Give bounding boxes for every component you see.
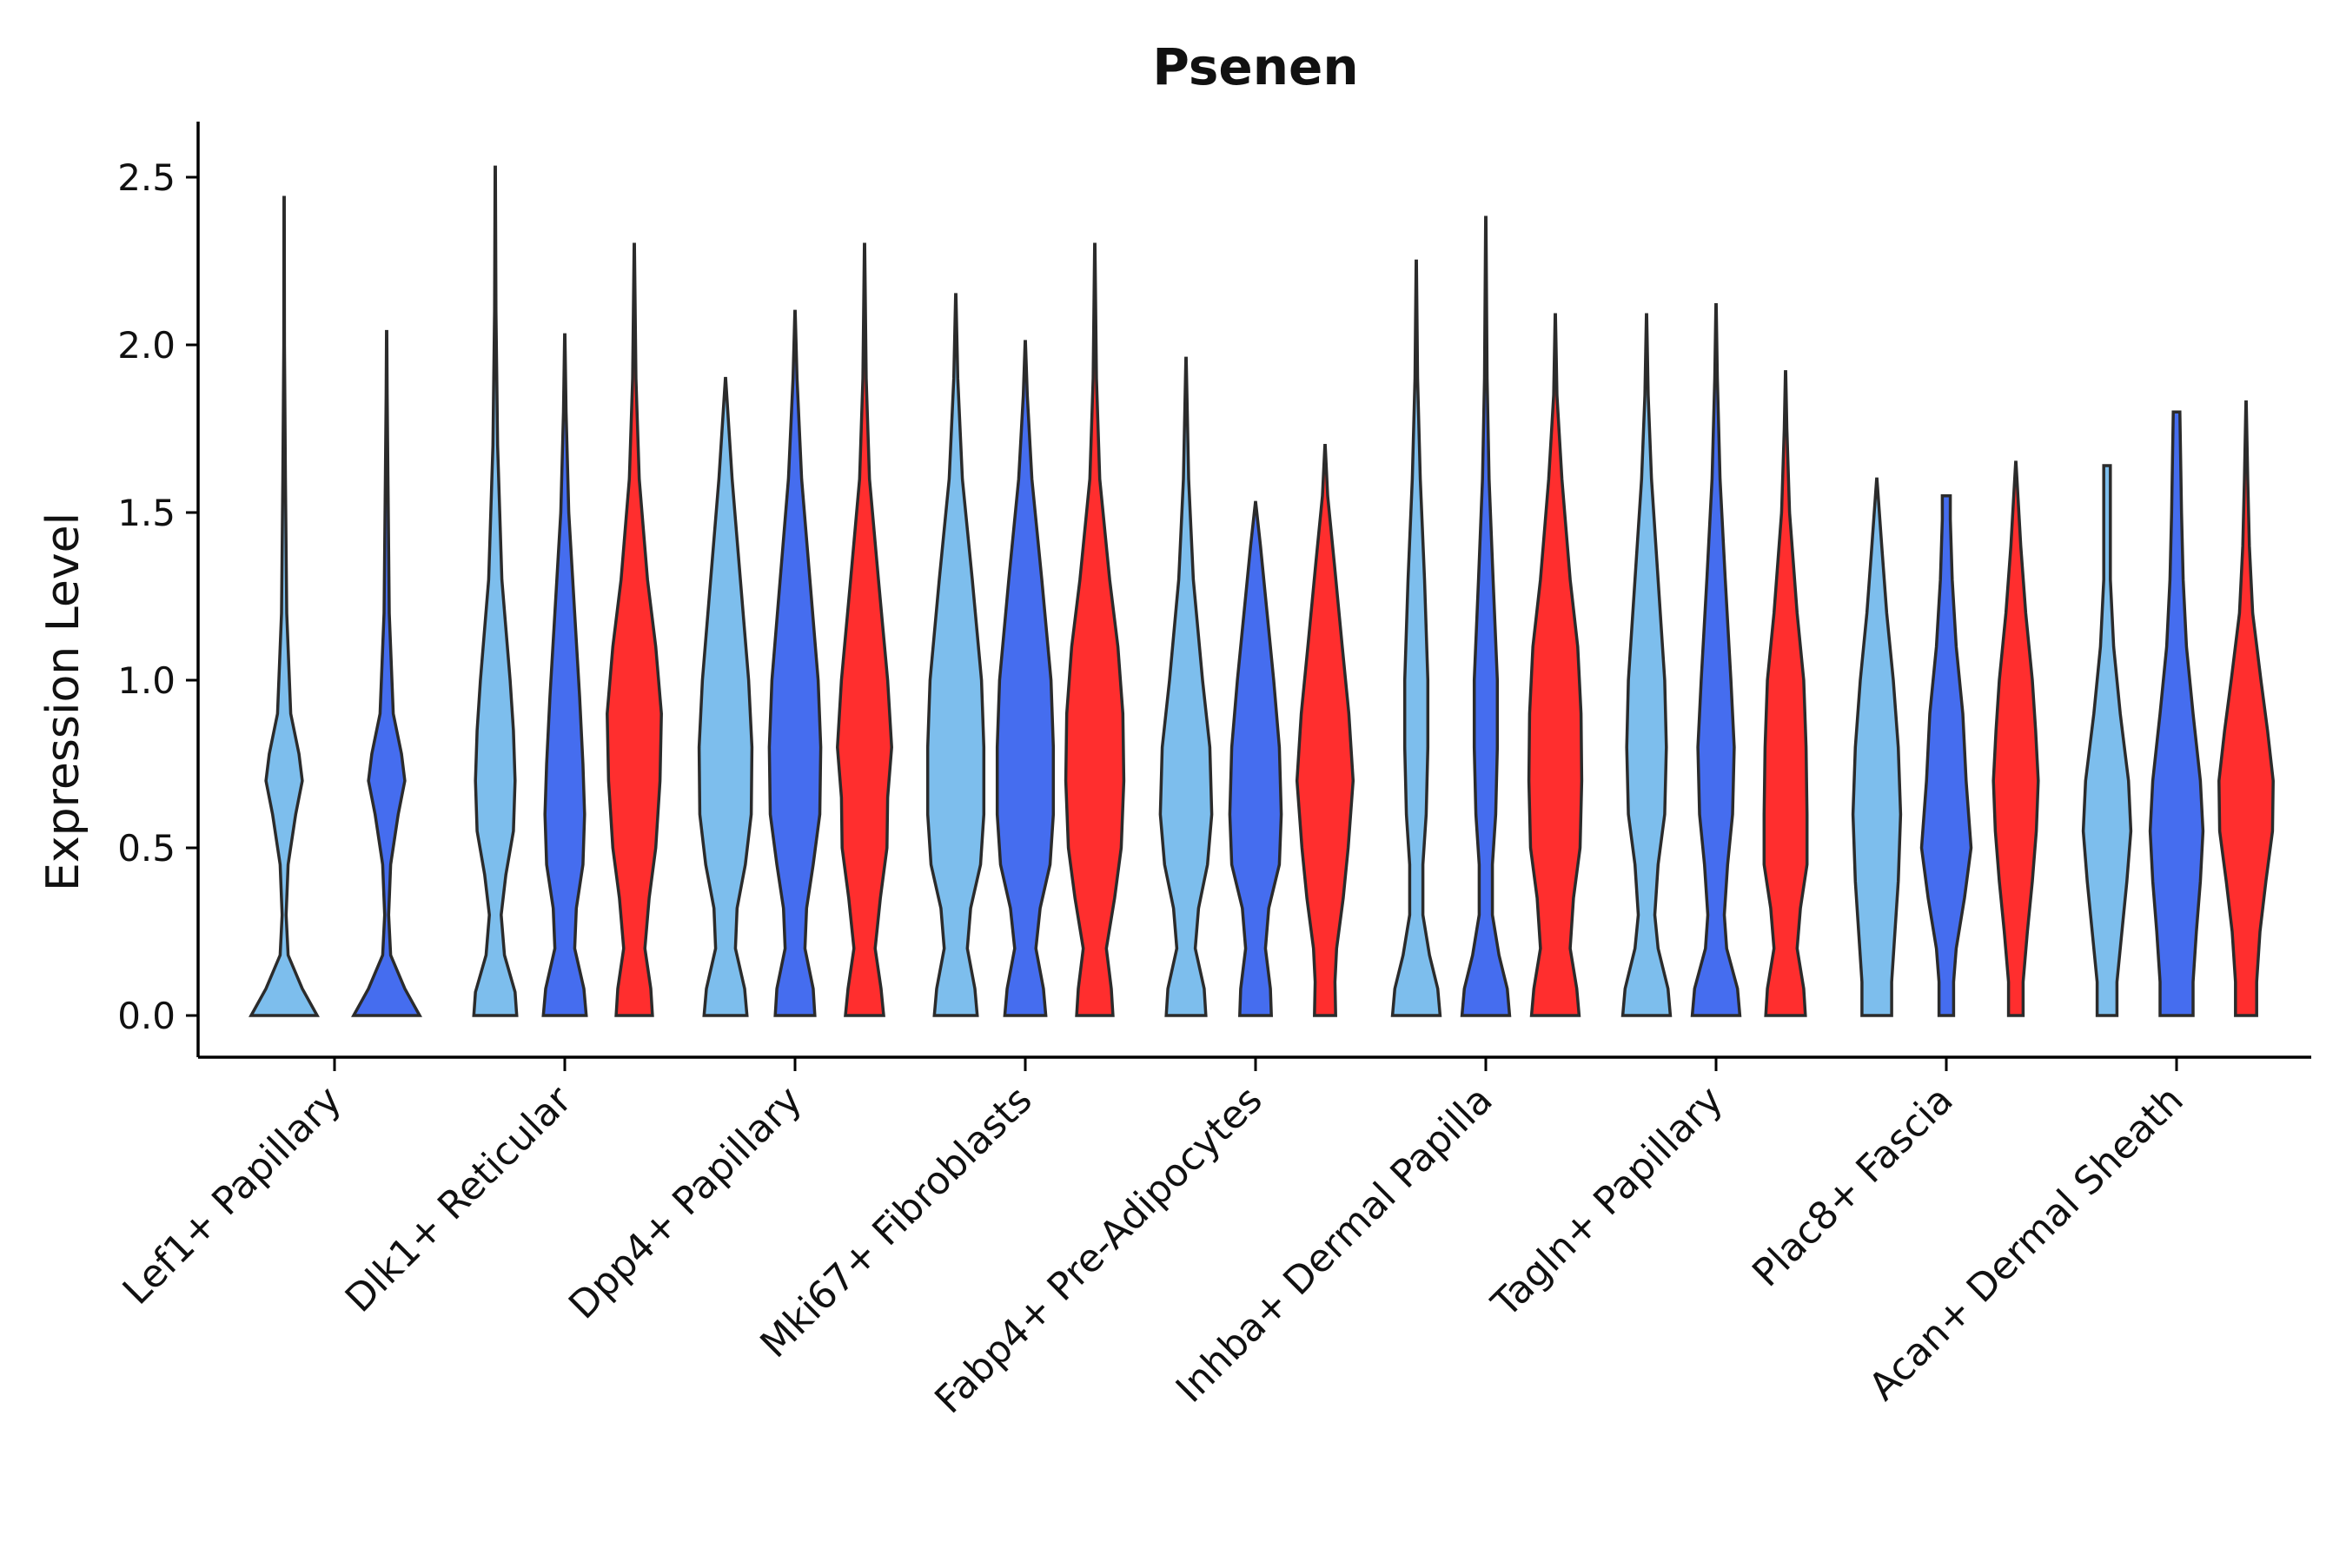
y-tick-label: 0.0: [117, 995, 176, 1037]
violin-fabp4-pre-adipocytes-group-3: [1295, 444, 1355, 1017]
violin-mki67-fibroblasts-group-2: [995, 340, 1056, 1017]
x-tick-label: Plac8+ Fascia: [1744, 1078, 1962, 1296]
violin-group: [249, 165, 2275, 1017]
violin-dpp4-papillary-group-3: [836, 242, 893, 1017]
x-tick-label: Dpp4+ Papillary: [560, 1078, 811, 1328]
y-tick-label: 2.0: [117, 324, 176, 367]
y-tick-label: 2.5: [117, 156, 176, 199]
violin-acan-dermal-sheath-group-2: [2148, 410, 2205, 1017]
violin-tagln-papillary-group-2: [1690, 302, 1742, 1017]
violin-plac8-fascia-group-2: [1919, 493, 1973, 1017]
violin-plac8-fascia-group-1: [1851, 477, 1903, 1017]
y-tick-label: 1.0: [117, 659, 176, 702]
violin-inhba-dermal-papilla-group-2: [1460, 215, 1512, 1017]
chart-title: Psenen: [1152, 37, 1358, 96]
violin-mki67-fibroblasts-group-1: [925, 293, 986, 1017]
violin-fabp4-pre-adipocytes-group-2: [1228, 500, 1283, 1017]
violin-inhba-dermal-papilla-group-3: [1527, 313, 1584, 1017]
violin-acan-dermal-sheath-group-3: [2217, 400, 2275, 1017]
violin-tagln-papillary-group-3: [1762, 370, 1809, 1017]
y-axis-label: Expression Level: [37, 513, 89, 891]
violin-tagln-papillary-group-1: [1620, 313, 1673, 1017]
violin-fabp4-pre-adipocytes-group-1: [1158, 356, 1214, 1017]
violin-plac8-fascia-group-3: [1991, 460, 2040, 1017]
violin-acan-dermal-sheath-group-1: [2081, 464, 2133, 1017]
y-tick-label: 0.5: [117, 827, 176, 870]
violin-dlk1-reticular-group-3: [606, 242, 663, 1017]
y-tick-label: 1.5: [117, 492, 176, 534]
violin-dlk1-reticular-group-1: [472, 165, 519, 1017]
violin-dpp4-papillary-group-1: [697, 376, 754, 1017]
x-tick-label: Tagln+ Papillary: [1483, 1078, 1732, 1327]
violin-dlk1-reticular-group-2: [541, 333, 588, 1017]
violin-inhba-dermal-papilla-group-1: [1390, 259, 1442, 1017]
violin-lef1-papillary-group-1: [249, 195, 320, 1017]
x-tick-label: Lef1+ Papillary: [115, 1078, 350, 1313]
x-tick-label: Dlk1+ Reticular: [337, 1077, 581, 1321]
violin-mki67-fibroblasts-group-3: [1064, 242, 1126, 1017]
violin-lef1-papillary-group-2: [351, 329, 422, 1017]
violin-dpp4-papillary-group-2: [767, 309, 823, 1017]
